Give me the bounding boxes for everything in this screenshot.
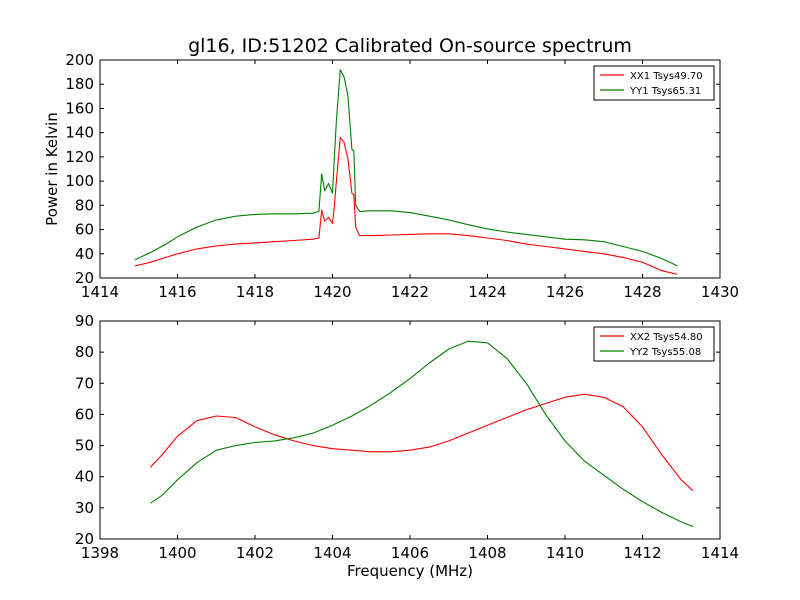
- x-tick-label: 1424: [468, 283, 506, 301]
- y-tick-label: 90: [75, 312, 94, 330]
- x-tick-label: 1404: [313, 544, 351, 562]
- y-tick-label: 80: [75, 196, 94, 214]
- y-tick-label: 60: [75, 221, 94, 239]
- x-tick-label: 1422: [391, 283, 429, 301]
- y-tick-label: 20: [75, 269, 94, 287]
- series-line-2-2: [150, 340, 694, 528]
- x-tick-label: 1416: [158, 283, 196, 301]
- legend-label: YY1 Tsys65.31: [629, 86, 701, 97]
- legend-label: XX1 Tsys49.70: [630, 71, 703, 82]
- legend-label: XX2 Tsys54.80: [630, 332, 703, 343]
- y-tick-label: 40: [75, 468, 94, 486]
- y-tick-label: 160: [65, 99, 94, 117]
- y-tick-label: 100: [65, 172, 94, 190]
- y-tick-label: 60: [75, 405, 94, 423]
- x-tick-label: 1410: [546, 544, 584, 562]
- y-tick-label: 50: [75, 437, 94, 455]
- legend: XX2 Tsys54.80 YY2 Tsys55.08: [593, 326, 715, 362]
- x-tick-label: 1418: [236, 283, 274, 301]
- y-tick-label: 70: [75, 374, 94, 392]
- y-tick-label: 40: [75, 245, 94, 263]
- y-tick-label: 80: [75, 343, 94, 361]
- y-tick-label: 120: [65, 148, 94, 166]
- y-tick-label: 200: [65, 51, 94, 69]
- legend-box: [593, 65, 715, 101]
- x-tick-label: 1398: [81, 544, 119, 562]
- x-tick-label: 1412: [623, 544, 661, 562]
- series-line-2-1: [149, 393, 694, 492]
- series-line-1-1: [134, 136, 678, 275]
- x-tick-label: 1414: [81, 283, 119, 301]
- y-axis-label: Power in Kelvin: [43, 112, 61, 226]
- x-tick-label: 1402: [236, 544, 274, 562]
- y-tick-label: 30: [75, 499, 94, 517]
- x-tick-label: 1430: [701, 283, 739, 301]
- x-tick-label: 1428: [623, 283, 661, 301]
- legend-box: [593, 326, 715, 362]
- x-tick-label: 1400: [158, 544, 196, 562]
- y-tick-label: 180: [65, 75, 94, 93]
- series-line-1-2: [134, 69, 678, 267]
- y-tick-label: 140: [65, 124, 94, 142]
- x-tick-label: 1414: [701, 544, 739, 562]
- top-panel: 1414 1416 1418 1420 1422 1424 1426 1428 1430 20 40…: [43, 51, 739, 301]
- x-axis-label: Frequency (MHz): [347, 562, 473, 580]
- x-tick-label: 1426: [546, 283, 584, 301]
- x-tick-label: 1406: [391, 544, 429, 562]
- x-tick-label: 1420: [313, 283, 351, 301]
- figure-title: gl16, ID:51202 Calibrated On-source spec…: [188, 35, 632, 57]
- bottom-panel: 1398 1400 1402 1404 1406 1408 1410 1412 1414 20 30…: [75, 312, 739, 580]
- y-tick-label: 20: [75, 530, 94, 548]
- x-tick-label: 1408: [468, 544, 506, 562]
- legend: XX1 Tsys49.70 YY1 Tsys65.31: [593, 65, 715, 101]
- legend-label: YY2 Tsys55.08: [629, 347, 701, 358]
